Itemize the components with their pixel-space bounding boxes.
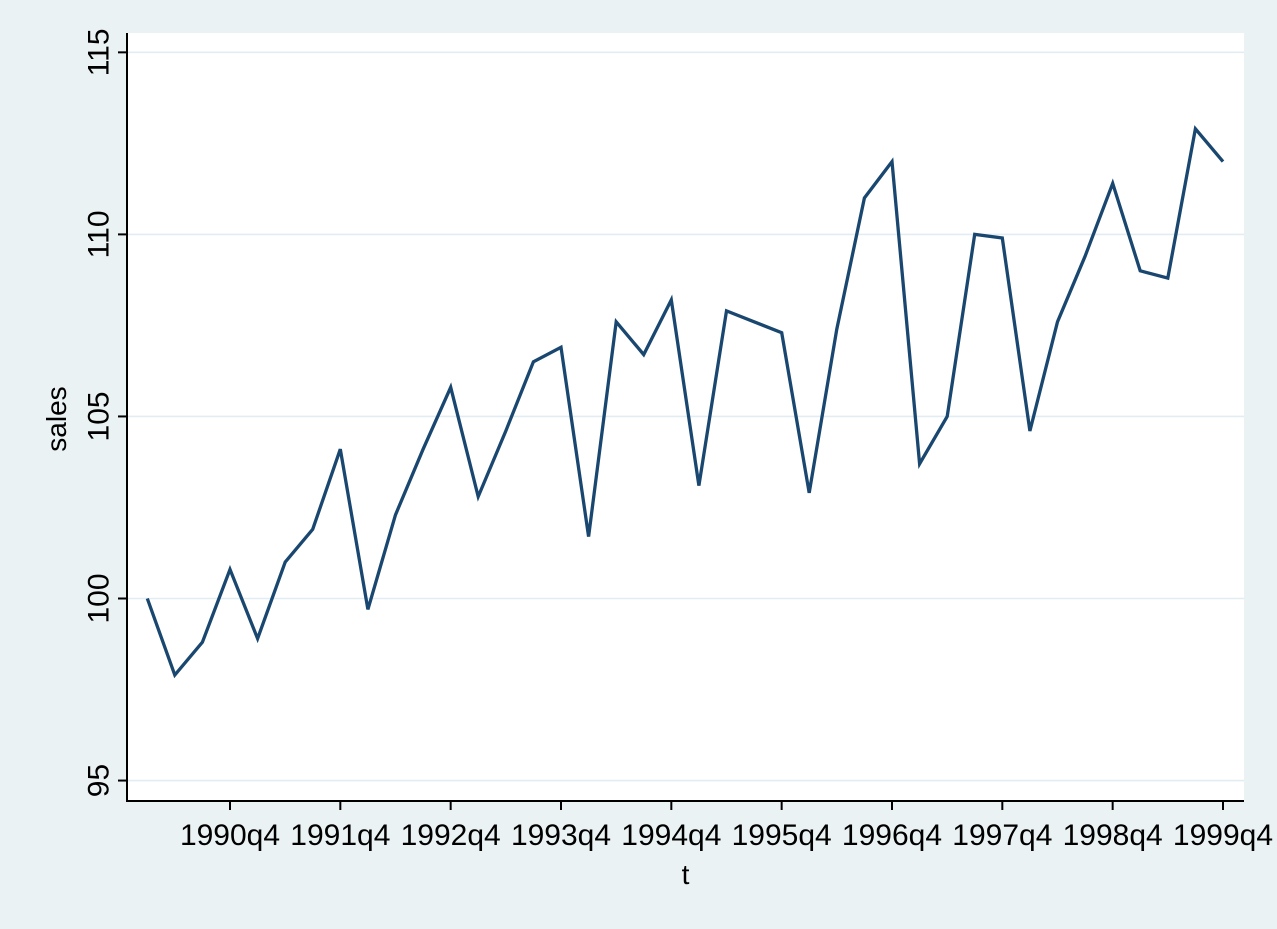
- x-tick-label: 1997q4: [952, 819, 1052, 852]
- axis-lines: [126, 33, 1244, 802]
- x-tick-label: 1998q4: [1063, 819, 1163, 852]
- x-tick-label: 1995q4: [732, 819, 832, 852]
- x-axis-title: t: [681, 859, 690, 890]
- x-tick-label: 1990q4: [180, 819, 280, 852]
- sales-series-line: [145, 125, 1225, 679]
- x-tick-label: 1991q4: [290, 819, 390, 852]
- y-tick-label: 95: [83, 764, 116, 797]
- x-tick-label: 1993q4: [511, 819, 611, 852]
- x-tick-label: 1992q4: [401, 819, 501, 852]
- y-tick-label: 105: [83, 391, 116, 441]
- y-axis-title: sales: [41, 386, 72, 452]
- y-tick-label: 100: [83, 573, 116, 623]
- y-tick-label: 115: [83, 28, 116, 76]
- x-tick-label: 1994q4: [621, 819, 721, 852]
- x-tick-label: 1996q4: [842, 819, 942, 852]
- x-tick-label: 1999q4: [1173, 819, 1273, 852]
- y-tick-label: 110: [83, 210, 116, 258]
